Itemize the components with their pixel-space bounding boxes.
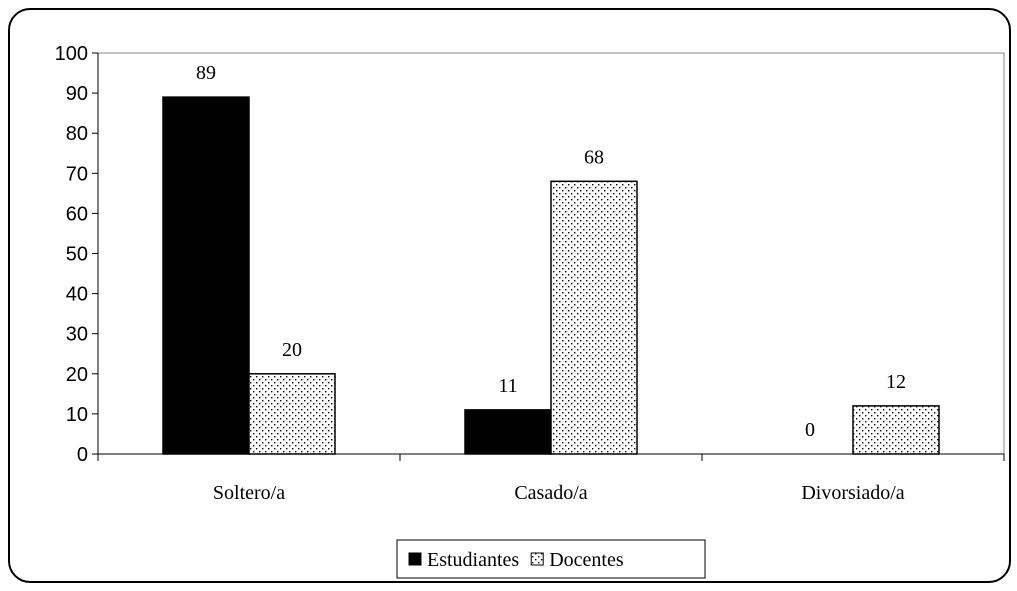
y-tick-label: 20 <box>66 364 88 386</box>
data-label: 12 <box>886 371 906 393</box>
y-tick-label: 80 <box>66 123 88 145</box>
y-tick-label: 50 <box>66 244 88 266</box>
legend-swatch <box>530 552 544 566</box>
bar-docentes-1 <box>248 373 336 455</box>
bar-estudiantes-2 <box>464 409 552 455</box>
y-tick-label: 90 <box>66 83 88 105</box>
legend-box <box>396 539 706 579</box>
y-tick-label: 10 <box>66 404 88 426</box>
legend-label: Estudiantes <box>427 549 519 571</box>
legend-label: Docentes <box>549 549 624 571</box>
y-tick-label: 70 <box>66 163 88 185</box>
legend-swatch <box>408 552 422 566</box>
data-label: 20 <box>282 339 302 361</box>
y-tick-label: 100 <box>55 43 88 65</box>
bar-docentes-2 <box>550 180 638 455</box>
legend: Estudiantes Docentes <box>396 539 706 579</box>
x-tick-label: Soltero/a <box>213 482 285 504</box>
data-label: 11 <box>498 375 517 397</box>
bar-docentes-3 <box>852 405 940 455</box>
y-tick-label: 40 <box>66 284 88 306</box>
bar-estudiantes-1 <box>162 96 250 455</box>
x-tick-label: Casado/a <box>514 482 587 504</box>
x-tick-label: Divorsiado/a <box>801 482 904 504</box>
y-tick-label: 0 <box>77 444 88 466</box>
data-label: 0 <box>805 419 815 441</box>
y-tick-label: 60 <box>66 203 88 225</box>
data-label: 68 <box>584 146 604 168</box>
y-tick-label: 30 <box>66 324 88 346</box>
data-label: 89 <box>196 62 216 84</box>
